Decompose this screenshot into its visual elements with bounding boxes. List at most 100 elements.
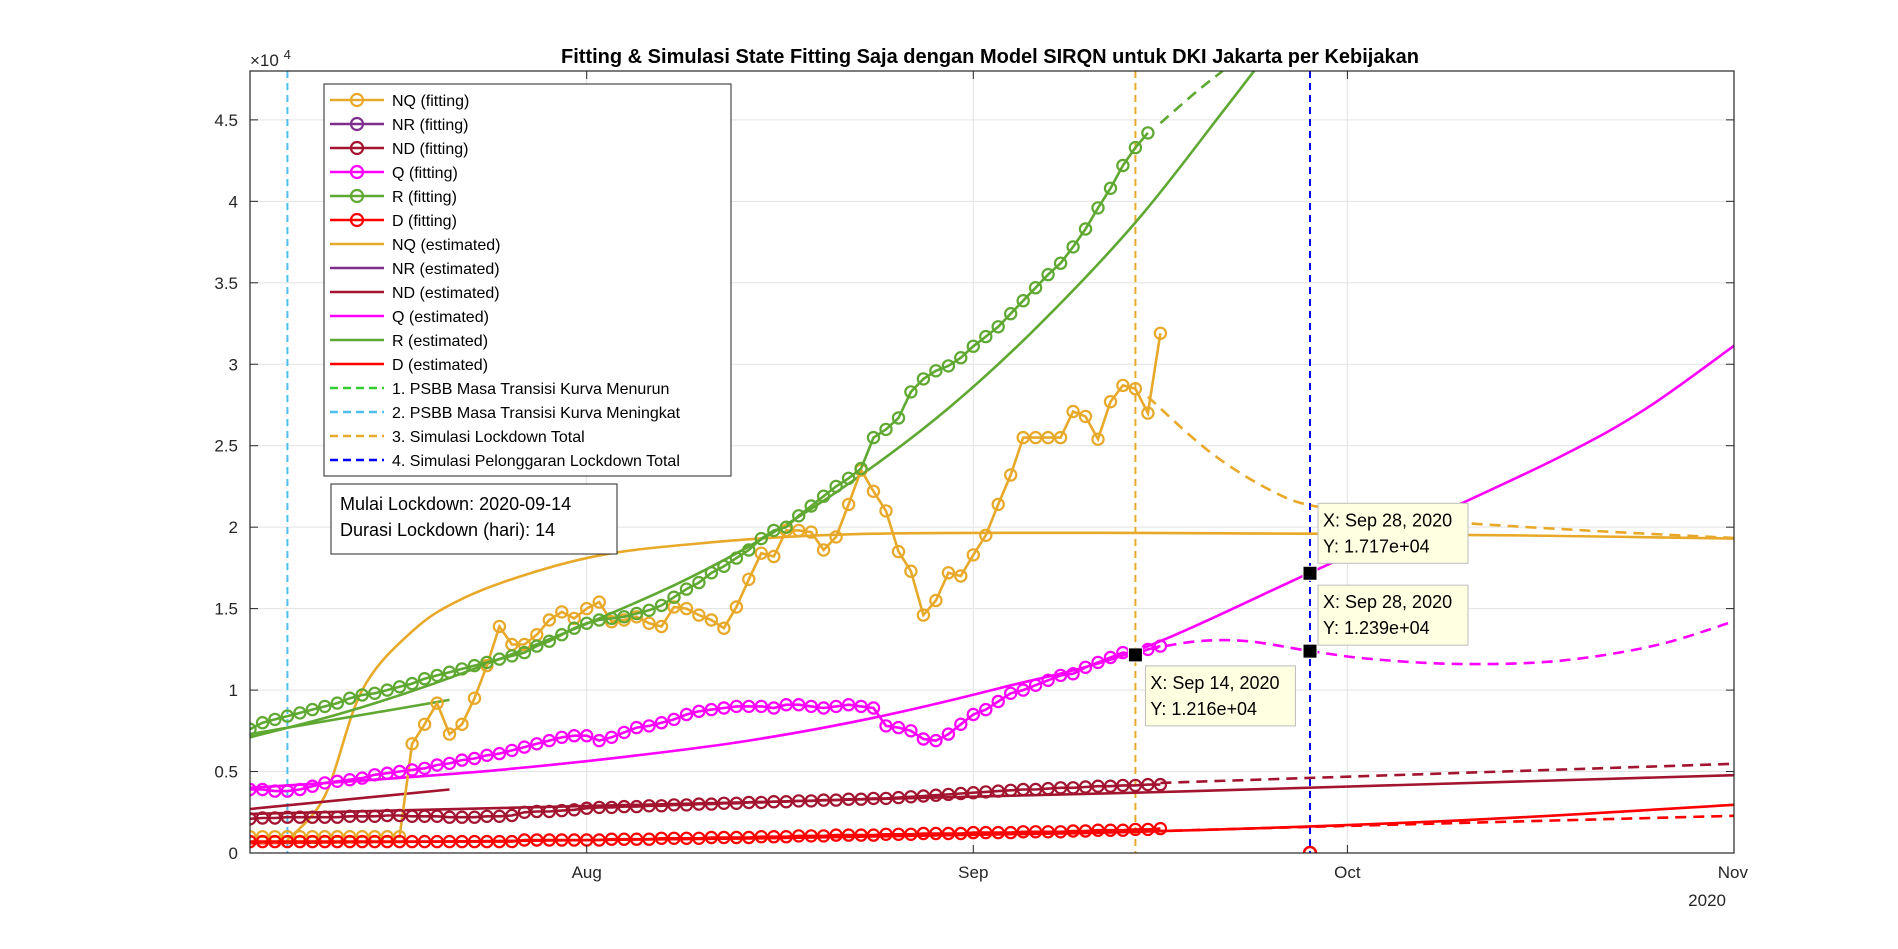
legend-label: Q (estimated) <box>392 309 489 326</box>
data-point <box>692 704 706 719</box>
data-point <box>841 497 856 512</box>
data-point <box>1078 780 1093 794</box>
y-tick-label: 1.5 <box>214 600 238 619</box>
datatip-x-label: X: Sep 14, 2020 <box>1150 673 1279 693</box>
data-point <box>268 712 282 727</box>
data-point <box>767 830 781 844</box>
data-point <box>293 706 307 720</box>
data-point <box>692 831 706 846</box>
data-point <box>380 766 394 780</box>
data-point <box>392 680 407 694</box>
data-point <box>916 826 931 841</box>
y-axis-exponent-base: ×10 <box>250 51 279 70</box>
data-point <box>816 701 831 715</box>
data-point <box>692 608 706 622</box>
legend-item-nd-estimated: ND (estimated) <box>330 285 500 302</box>
data-point <box>679 601 694 616</box>
data-point <box>779 830 793 844</box>
legend-label: D (fitting) <box>392 213 457 230</box>
data-point <box>368 686 382 701</box>
data-point <box>816 793 831 807</box>
data-point <box>517 645 532 660</box>
data-point <box>667 831 681 846</box>
y-tick-label: 0 <box>229 844 238 863</box>
data-point <box>604 832 619 846</box>
data-point <box>891 720 906 735</box>
data-point <box>480 655 494 670</box>
data-point <box>305 702 320 717</box>
data-point <box>866 430 881 445</box>
data-point <box>1028 678 1043 692</box>
data-point <box>991 320 1005 334</box>
data-point <box>717 701 731 715</box>
data-point <box>979 825 993 840</box>
data-point <box>866 484 881 498</box>
data-point <box>368 809 382 824</box>
data-point <box>754 531 769 546</box>
data-point <box>767 795 781 809</box>
data-point <box>604 730 619 745</box>
data-point <box>580 601 594 616</box>
data-point <box>555 730 569 745</box>
data-point <box>592 800 606 815</box>
data-point <box>954 826 968 841</box>
data-point <box>804 699 818 714</box>
data-point <box>617 799 631 814</box>
data-point <box>542 613 557 627</box>
data-point <box>1041 673 1055 688</box>
data-point <box>742 795 756 810</box>
series-line <box>1160 762 1734 785</box>
data-point <box>1091 823 1105 837</box>
axes-box <box>249 70 1735 854</box>
legend-box <box>323 83 732 477</box>
data-point <box>829 828 843 842</box>
data-point <box>480 834 494 849</box>
data-point <box>941 359 956 373</box>
data-point <box>293 782 307 797</box>
data-point <box>1028 430 1043 445</box>
legend-item-d-fitting: D (fitting) <box>330 212 457 230</box>
data-point <box>343 691 357 705</box>
legend-swatch-marker <box>349 140 365 156</box>
data-point <box>1053 668 1068 683</box>
y-tick-label: 2 <box>229 518 238 537</box>
data-point <box>1302 845 1318 853</box>
datatip-1[interactable]: X: Sep 28, 2020 Y: 1.717e+04 <box>1302 502 1469 581</box>
data-point <box>380 683 394 697</box>
data-point <box>1016 782 1030 797</box>
data-point <box>854 792 868 806</box>
data-point <box>1116 823 1130 837</box>
legend-item-nr-estimated: NR (estimated) <box>330 261 500 278</box>
series-r-lockdown-simulation <box>1159 71 1224 125</box>
data-point <box>991 694 1005 709</box>
data-point <box>442 727 457 741</box>
datatip-box <box>1317 584 1469 646</box>
series-q-lockdown-simulation <box>1147 619 1734 666</box>
data-point <box>530 804 544 819</box>
data-point <box>629 832 644 846</box>
datatip-2[interactable]: X: Sep 28, 2020 Y: 1.239e+04 <box>1302 584 1469 659</box>
data-point <box>692 575 706 590</box>
y-tick-label: 4.5 <box>214 111 238 130</box>
data-point <box>455 717 469 732</box>
datatip-marker <box>1302 565 1318 581</box>
data-point <box>767 701 781 715</box>
data-point <box>604 611 619 626</box>
data-point <box>742 543 756 557</box>
legend-swatch-marker <box>349 164 365 180</box>
legend-item-r-fitting: R (fitting) <box>330 188 457 206</box>
data-point <box>979 702 993 717</box>
data-point <box>505 808 519 823</box>
legend-swatch-marker <box>349 116 365 132</box>
data-point <box>654 831 669 846</box>
data-point <box>255 834 270 849</box>
data-point <box>530 639 544 653</box>
data-point <box>343 834 357 849</box>
datatip-3[interactable]: X: Sep 14, 2020 Y: 1.216e+04 <box>1127 647 1296 727</box>
data-point <box>692 797 706 811</box>
data-point <box>542 733 557 748</box>
data-point <box>492 652 507 666</box>
data-point <box>1078 409 1093 424</box>
